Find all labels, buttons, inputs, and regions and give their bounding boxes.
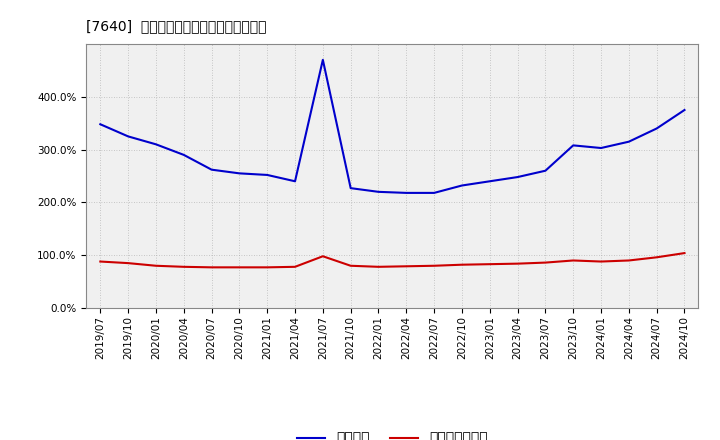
固定比率 bbox=[680, 107, 689, 113]
固定長期適合率 bbox=[263, 265, 271, 270]
Legend: 固定比率, 固定長期適合率: 固定比率, 固定長期適合率 bbox=[292, 426, 493, 440]
固定比率 bbox=[124, 134, 132, 139]
固定比率 bbox=[541, 168, 550, 173]
固定長期適合率 bbox=[124, 260, 132, 266]
固定長期適合率 bbox=[680, 250, 689, 256]
固定比率 bbox=[152, 142, 161, 147]
固定長期適合率 bbox=[96, 259, 104, 264]
固定比率 bbox=[402, 190, 410, 195]
固定比率 bbox=[263, 172, 271, 178]
固定長期適合率 bbox=[207, 265, 216, 270]
固定比率 bbox=[569, 143, 577, 148]
固定長期適合率 bbox=[513, 261, 522, 266]
固定比率 bbox=[235, 171, 243, 176]
固定長期適合率 bbox=[597, 259, 606, 264]
固定長期適合率 bbox=[318, 253, 327, 259]
固定長期適合率 bbox=[179, 264, 188, 269]
固定比率 bbox=[597, 145, 606, 150]
固定比率 bbox=[346, 186, 355, 191]
Text: [7640]  固定比率、固定長期適合率の推移: [7640] 固定比率、固定長期適合率の推移 bbox=[86, 19, 267, 33]
固定長期適合率 bbox=[152, 263, 161, 268]
固定長期適合率 bbox=[569, 258, 577, 263]
固定長期適合率 bbox=[374, 264, 383, 269]
固定長期適合率 bbox=[346, 263, 355, 268]
固定長期適合率 bbox=[235, 265, 243, 270]
固定比率 bbox=[430, 190, 438, 195]
固定長期適合率 bbox=[624, 258, 633, 263]
固定比率 bbox=[652, 126, 661, 131]
固定比率 bbox=[96, 121, 104, 127]
固定比率 bbox=[485, 179, 494, 184]
固定長期適合率 bbox=[541, 260, 550, 265]
固定比率 bbox=[207, 167, 216, 172]
固定長期適合率 bbox=[652, 255, 661, 260]
Line: 固定長期適合率: 固定長期適合率 bbox=[100, 253, 685, 268]
固定長期適合率 bbox=[402, 264, 410, 269]
Line: 固定比率: 固定比率 bbox=[100, 60, 685, 193]
固定長期適合率 bbox=[291, 264, 300, 269]
固定比率 bbox=[179, 152, 188, 158]
固定比率 bbox=[374, 189, 383, 194]
固定比率 bbox=[624, 139, 633, 144]
固定比率 bbox=[291, 179, 300, 184]
固定比率 bbox=[318, 57, 327, 62]
固定長期適合率 bbox=[430, 263, 438, 268]
固定長期適合率 bbox=[458, 262, 467, 268]
固定長期適合率 bbox=[485, 261, 494, 267]
固定比率 bbox=[513, 174, 522, 180]
固定比率 bbox=[458, 183, 467, 188]
